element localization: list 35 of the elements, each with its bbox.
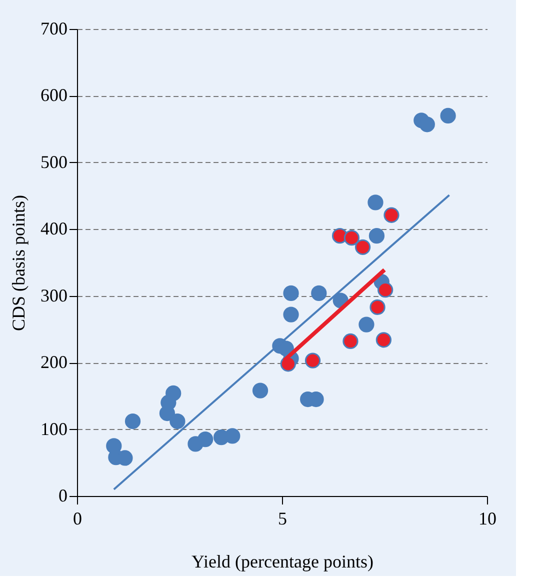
point <box>378 282 394 298</box>
x-tick-label: 10 <box>478 508 496 528</box>
x-axis-title: Yield (percentage points) <box>192 552 374 572</box>
point <box>304 352 321 368</box>
y-tick-label: 400 <box>40 218 68 239</box>
point <box>440 108 456 124</box>
y-tick-label: 700 <box>40 18 68 38</box>
point <box>252 382 268 398</box>
point <box>342 333 358 350</box>
y-tick-label: 500 <box>40 152 68 172</box>
point <box>170 413 186 430</box>
point <box>370 299 386 316</box>
y-axis-title: CDS (basis points) <box>8 194 28 332</box>
x-tick-label: 5 <box>278 508 287 528</box>
point <box>368 228 385 244</box>
point <box>311 285 327 301</box>
point <box>384 207 400 223</box>
y-tick-label: 200 <box>40 352 68 372</box>
point <box>224 428 240 444</box>
point <box>368 194 384 210</box>
y-tick-label: 0 <box>58 486 68 506</box>
point <box>124 413 141 430</box>
point <box>358 316 374 332</box>
y-tick-label: 100 <box>40 418 68 439</box>
point <box>376 332 392 348</box>
point <box>354 239 371 255</box>
point <box>283 306 299 322</box>
y-tick-label: 600 <box>40 85 68 106</box>
point <box>344 230 360 246</box>
point <box>283 285 299 301</box>
point <box>198 431 214 448</box>
x-tick-label: 0 <box>73 508 82 528</box>
y-tick-label: 300 <box>40 285 68 306</box>
point <box>166 385 182 402</box>
point <box>419 116 435 132</box>
